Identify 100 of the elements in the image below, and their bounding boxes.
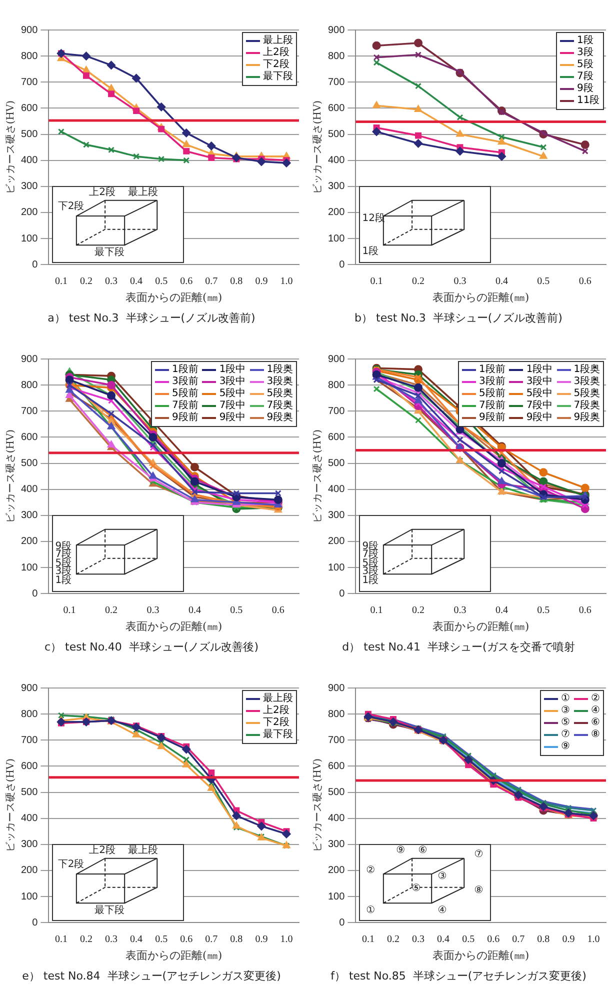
x-tick-label: 0.8 <box>230 276 243 288</box>
legend-label: ⑤ <box>561 717 570 729</box>
y-tick-label: 700 <box>20 76 38 88</box>
legend-label: 3段奥 <box>266 376 294 388</box>
annotation: ⑧ <box>474 885 484 896</box>
y-tick-label: 0 <box>339 259 346 270</box>
legend-label: 最下段 <box>263 729 293 741</box>
legend-label: ③ <box>561 705 570 717</box>
x-tick-label: 0.2 <box>80 276 92 288</box>
y-tick-label: 500 <box>328 129 346 140</box>
legend-label: 5段奥 <box>266 388 294 400</box>
x-tick-label: 0.8 <box>537 934 550 946</box>
x-tick-label: 0.5 <box>230 605 243 616</box>
annotation: 1段 <box>362 246 379 257</box>
y-tick-label: 400 <box>20 484 38 496</box>
legend-label: 3段中 <box>219 376 246 388</box>
annotation: 1段 <box>362 574 379 586</box>
legend-label: 5段中 <box>219 388 246 400</box>
legend-label: 1段前 <box>479 364 506 376</box>
legend-label: 7段中 <box>219 400 246 412</box>
legend-label: 5段前 <box>479 388 506 400</box>
y-tick-label: 500 <box>328 787 346 798</box>
y-tick-label: 100 <box>328 891 346 902</box>
y-tick-label: 100 <box>20 562 38 574</box>
x-axis-title: 表面からの距離(㎜) <box>126 620 222 634</box>
x-tick-label: 0.2 <box>412 276 425 288</box>
y-tick-label: 600 <box>328 102 346 114</box>
x-tick-label: 0.3 <box>454 605 466 616</box>
y-tick-label: 700 <box>20 406 38 417</box>
x-tick-label: 0.3 <box>105 276 118 288</box>
x-tick-label: 0.6 <box>180 934 193 946</box>
y-tick-label: 700 <box>328 734 346 746</box>
x-tick-label: 0.7 <box>205 276 218 288</box>
y-tick-label: 600 <box>20 102 38 114</box>
y-tick-label: 800 <box>20 708 38 720</box>
legend-label: 1段 <box>577 35 594 47</box>
y-axis-title: ビッカース硬さ(HV) <box>6 429 17 524</box>
y-tick-label: 100 <box>328 562 346 574</box>
legend-label: 5段 <box>577 59 594 71</box>
y-tick-label: 200 <box>328 207 346 218</box>
text: b） test No.3 半球シュー(ノズル改善前) <box>354 311 562 324</box>
y-tick-label: 600 <box>20 432 38 443</box>
y-tick-label: 0 <box>32 588 38 600</box>
y-tick-label: 200 <box>328 536 346 548</box>
y-tick-label: 700 <box>328 76 346 88</box>
annotation: 最下段 <box>94 904 124 916</box>
annotation: ⑨ <box>396 845 406 856</box>
legend-label: 9段奥 <box>266 412 294 424</box>
annotation: 下2段 <box>58 858 84 870</box>
y-tick-label: 900 <box>328 354 346 365</box>
x-tick-label: 0.1 <box>370 276 383 288</box>
legend-label: 下2段 <box>263 59 290 71</box>
legend-label: ⑥ <box>590 717 600 729</box>
y-tick-label: 900 <box>328 24 346 36</box>
legend-label: 9段奥 <box>574 412 600 424</box>
y-tick-label: 200 <box>20 865 38 876</box>
y-tick-label: 400 <box>328 484 346 496</box>
annotation: 最下段 <box>94 246 124 258</box>
legend-label: 最上段 <box>263 35 293 46</box>
text: c） test No.40 半球シュー(ノズル改善後) <box>44 640 259 654</box>
y-axis-title: ビッカース硬さ(HV) <box>312 100 324 194</box>
legend-label: 7段前 <box>172 400 198 412</box>
legend-label: 下2段 <box>263 717 290 729</box>
y-tick-label: 0 <box>339 917 346 928</box>
legend-label: 5段中 <box>526 388 553 400</box>
y-tick-label: 600 <box>20 760 38 772</box>
legend-label: 9段 <box>577 83 594 95</box>
legend-label: 3段中 <box>526 376 553 388</box>
x-axis-title: 表面からの距離(㎜) <box>126 291 222 304</box>
x-tick-label: 0.1 <box>370 605 383 616</box>
y-tick-label: 500 <box>20 129 38 140</box>
y-tick-label: 500 <box>328 458 346 470</box>
legend-label: 1段前 <box>172 364 198 376</box>
legend-label: 3段奥 <box>574 376 600 388</box>
legend-label: 最上段 <box>263 693 293 704</box>
x-tick-label: 0.5 <box>537 605 550 616</box>
y-tick-label: 0 <box>32 917 38 928</box>
x-tick-label: 0.4 <box>437 934 450 946</box>
legend-label: 9段前 <box>172 412 198 424</box>
annotation: ④ <box>438 904 447 916</box>
x-tick-label: 0.4 <box>130 276 143 288</box>
y-tick-label: 0 <box>32 259 38 270</box>
x-tick-label: 0.4 <box>495 605 508 616</box>
legend-label: 1段中 <box>219 364 246 376</box>
y-tick-label: 800 <box>328 708 346 720</box>
x-tick-label: 0.2 <box>80 934 92 946</box>
x-tick-label: 0.1 <box>54 276 68 288</box>
annotation: 最上段 <box>128 187 158 198</box>
x-tick-label: 0.3 <box>146 605 160 616</box>
x-tick-label: 0.6 <box>578 276 592 288</box>
legend-label: ⑧ <box>590 729 600 741</box>
x-tick-label: 0.6 <box>487 934 500 946</box>
y-tick-label: 500 <box>20 787 38 798</box>
y-tick-label: 300 <box>20 181 38 192</box>
x-tick-label: 0.2 <box>412 605 425 616</box>
annotation: 上2段 <box>89 845 116 856</box>
y-tick-label: 300 <box>328 839 346 850</box>
x-tick-label: 0.5 <box>155 934 168 946</box>
legend-label: 5段奥 <box>574 388 600 400</box>
legend-label: 上2段 <box>263 705 290 717</box>
